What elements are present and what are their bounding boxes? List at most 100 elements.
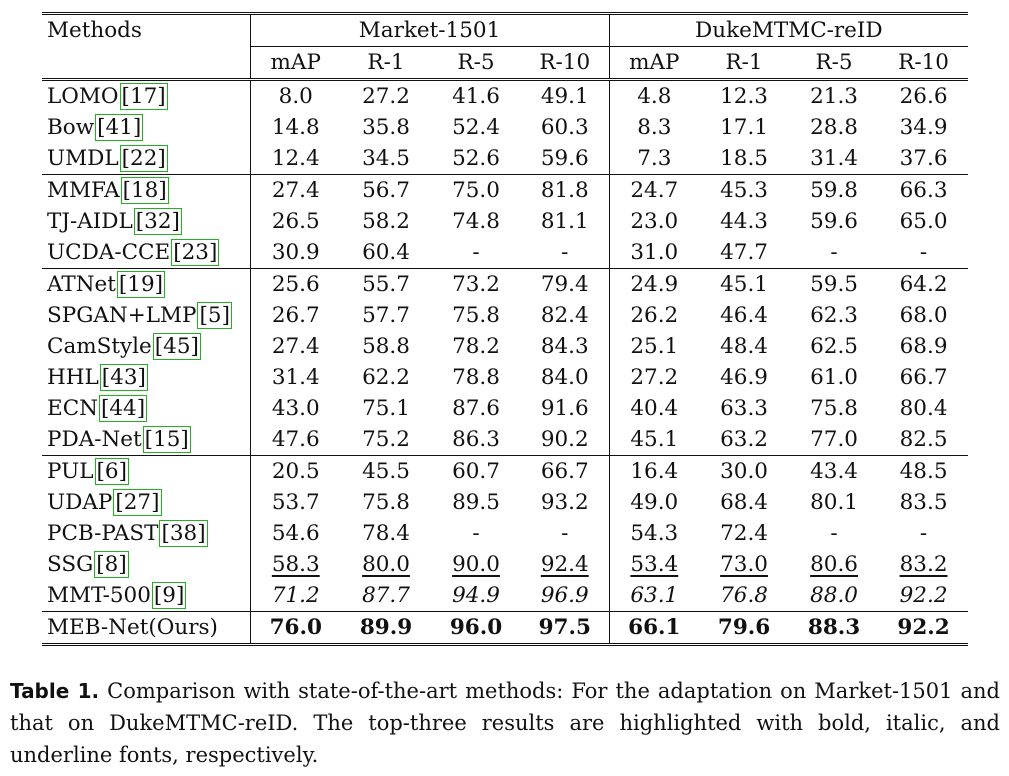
- value-cell: 75.1: [341, 393, 431, 424]
- value-cell: -: [431, 237, 521, 269]
- value-cell: 46.9: [699, 362, 789, 393]
- citation-link[interactable]: [8]: [94, 551, 129, 578]
- cell-value: 59.8: [810, 178, 858, 203]
- cell-value: 43.0: [271, 396, 320, 421]
- citation-link[interactable]: [19]: [116, 271, 166, 298]
- cell-value: 75.2: [362, 427, 410, 452]
- cell-value: 62.3: [810, 303, 858, 328]
- table-row: HHL [43] 31.4 62.2 78.8 84.0 27.2 46.9 61.0 66.7: [42, 362, 968, 393]
- value-cell: -: [431, 518, 521, 549]
- method-name: UDAP: [47, 490, 113, 515]
- value-cell: 90.2: [521, 424, 609, 456]
- cell-value: -: [472, 521, 480, 546]
- cell-value: 27.4: [271, 178, 320, 203]
- value-cell: 75.2: [341, 424, 431, 456]
- value-cell: 8.0: [249, 79, 341, 112]
- citation-link[interactable]: [43]: [99, 364, 148, 391]
- metric-header: R-1: [699, 46, 790, 81]
- cell-value: 54.6: [271, 521, 320, 546]
- value-cell: -: [879, 237, 968, 269]
- value-cell: 92.4: [521, 549, 609, 580]
- citation-number: 8: [104, 552, 119, 577]
- method-cell: PUL [6]: [42, 455, 250, 487]
- value-cell: 58.8: [341, 331, 431, 362]
- citation-link[interactable]: [41]: [95, 114, 144, 141]
- value-cell: 88.3: [789, 611, 880, 646]
- cell-value: 80.0: [362, 552, 410, 577]
- citation-link[interactable]: [32]: [133, 208, 182, 235]
- citation-link[interactable]: [9]: [151, 582, 187, 609]
- method-cell: ECN [44]: [42, 393, 250, 424]
- citation-link[interactable]: [15]: [142, 426, 191, 453]
- citation-link[interactable]: [6]: [94, 458, 129, 485]
- value-cell: 21.3: [789, 80, 879, 113]
- value-cell: 49.0: [608, 487, 700, 518]
- value-cell: 84.3: [521, 331, 609, 362]
- value-cell: 63.2: [699, 424, 789, 456]
- value-cell: 59.6: [789, 206, 879, 237]
- cell-value: 25.1: [630, 334, 679, 359]
- cell-value: 82.5: [899, 427, 948, 452]
- table-row: Bow [41] 14.8 35.8 52.4 60.3 8.3 17.1 28.8 34.9: [42, 112, 968, 143]
- citation-link[interactable]: [5]: [197, 302, 232, 329]
- value-cell: 71.2: [249, 580, 341, 612]
- cell-value: 94.9: [452, 583, 500, 608]
- cell-value: -: [919, 521, 928, 546]
- cell-value: 43.4: [810, 459, 858, 484]
- cell-value: 35.8: [362, 115, 410, 140]
- citation-link[interactable]: [23]: [171, 239, 220, 266]
- method-cell: UMDL [22]: [42, 143, 250, 175]
- citation-number: 19: [127, 272, 155, 297]
- cell-value: 96.9: [540, 583, 589, 608]
- method-name: HHL: [47, 365, 99, 390]
- citation-number: 43: [110, 365, 138, 390]
- value-cell: 45.5: [341, 455, 431, 487]
- caption-label: Table 1.: [10, 679, 100, 703]
- value-cell: 52.4: [431, 112, 521, 143]
- value-cell: 35.8: [341, 112, 431, 143]
- cell-value: 59.5: [810, 272, 858, 297]
- cell-value: 18.5: [720, 146, 768, 171]
- citation-number: 17: [129, 84, 158, 109]
- value-cell: 78.8: [431, 362, 521, 393]
- value-cell: 63.3: [699, 393, 789, 424]
- citation-link[interactable]: [22]: [119, 145, 168, 172]
- citation-link[interactable]: [18]: [120, 177, 169, 204]
- citation-link[interactable]: [17]: [119, 83, 168, 110]
- value-cell: 14.8: [249, 112, 341, 143]
- value-cell: 80.6: [789, 549, 879, 580]
- citation-link[interactable]: [27]: [113, 489, 162, 516]
- cell-value: 93.2: [540, 490, 589, 515]
- value-cell: 62.2: [341, 362, 431, 393]
- value-cell: 96.0: [431, 611, 521, 646]
- citation-number: 23: [181, 240, 209, 265]
- cell-value: 48.4: [720, 334, 768, 359]
- value-cell: 55.7: [341, 268, 431, 300]
- cell-value: 52.4: [452, 115, 500, 140]
- value-cell: 54.3: [608, 518, 700, 549]
- value-cell: 26.6: [879, 80, 968, 113]
- citation-link[interactable]: [38]: [159, 520, 208, 547]
- value-cell: 60.3: [521, 112, 609, 143]
- cell-value: -: [830, 521, 838, 546]
- cell-value: 66.1: [628, 615, 681, 640]
- citation-number: 38: [169, 521, 198, 546]
- citation-link[interactable]: [44]: [98, 395, 148, 422]
- method-cell: PCB-PAST [38]: [42, 518, 250, 549]
- citation-number: 5: [207, 303, 222, 328]
- cell-value: 87.7: [362, 583, 410, 608]
- cell-value: 31.4: [810, 146, 858, 171]
- value-cell: 40.4: [608, 393, 700, 424]
- table-row: UDAP [27] 53.7 75.8 89.5 93.2 49.0 68.4 80.1 83.5: [42, 487, 968, 518]
- citation-link[interactable]: [45]: [152, 333, 201, 360]
- value-cell: 74.8: [431, 206, 521, 237]
- cell-value: 86.3: [452, 427, 500, 452]
- method-name: PUL: [47, 459, 94, 484]
- citation-number: 22: [130, 146, 158, 171]
- citation-number: 32: [144, 209, 172, 234]
- value-cell: 65.0: [879, 206, 968, 237]
- value-cell: 88.0: [789, 580, 879, 612]
- value-cell: 59.8: [789, 174, 880, 206]
- value-cell: 83.5: [879, 487, 968, 518]
- cell-value: 64.2: [899, 272, 948, 297]
